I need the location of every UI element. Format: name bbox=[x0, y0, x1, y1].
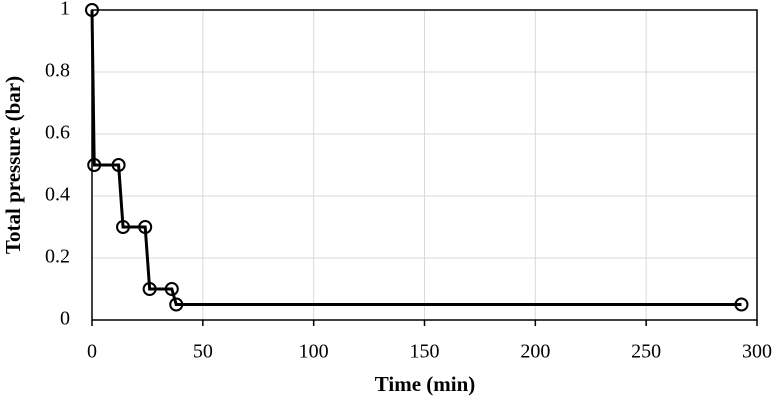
point bbox=[87, 158, 102, 172]
point bbox=[142, 282, 157, 296]
x-axis-label: Time (min) bbox=[375, 372, 476, 396]
x-tick-label: 0 bbox=[87, 341, 97, 363]
y-tick-label: 0.6 bbox=[45, 122, 70, 144]
line bbox=[90, 9, 742, 306]
point bbox=[85, 3, 99, 17]
point bbox=[734, 297, 749, 312]
x-tick-label: 50 bbox=[193, 341, 213, 363]
y-axis-label: Total pressure (bar) bbox=[1, 76, 25, 254]
point bbox=[169, 297, 184, 312]
y-tick-label: 0.2 bbox=[45, 246, 70, 268]
x-tick-label: 200 bbox=[520, 341, 550, 363]
point bbox=[138, 220, 153, 234]
y-tick-label: 0.4 bbox=[45, 184, 70, 206]
x-tick-label: 250 bbox=[631, 341, 661, 363]
y-tick-label: 0.8 bbox=[45, 60, 70, 82]
point bbox=[116, 220, 131, 234]
point bbox=[164, 282, 179, 296]
x-tick-label: 100 bbox=[299, 341, 329, 363]
y-tick-label: 0 bbox=[60, 308, 70, 330]
x-tick-label: 150 bbox=[410, 341, 440, 363]
plot-border bbox=[91, 9, 758, 321]
point bbox=[111, 158, 126, 172]
x-tick-label: 300 bbox=[742, 341, 772, 363]
y-tick-label: 1 bbox=[60, 0, 70, 20]
